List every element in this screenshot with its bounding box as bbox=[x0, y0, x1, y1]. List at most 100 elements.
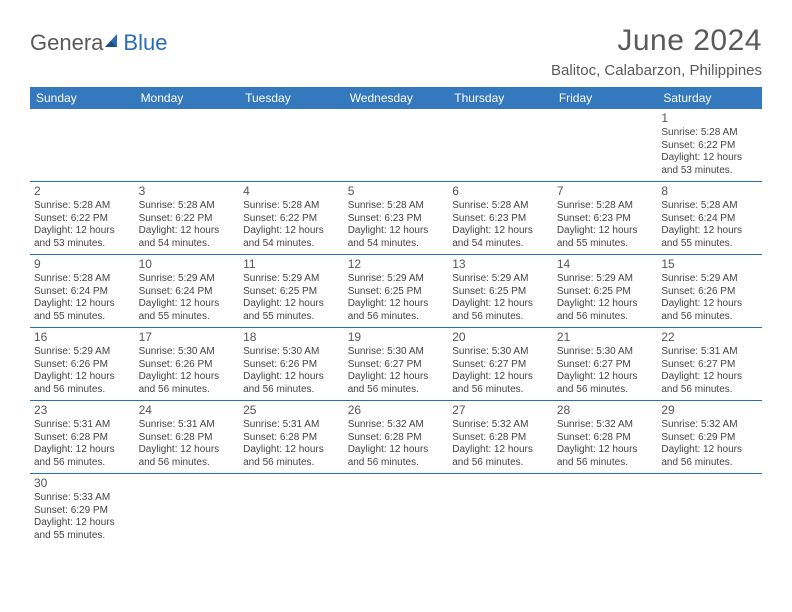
day-number: 23 bbox=[34, 403, 131, 418]
calendar-week-row: 1Sunrise: 5:28 AMSunset: 6:22 PMDaylight… bbox=[30, 109, 762, 182]
sunrise-text: Sunrise: 5:33 AM bbox=[34, 492, 131, 505]
sunset-text: Sunset: 6:28 PM bbox=[34, 432, 131, 445]
weekday-header: Tuesday bbox=[239, 87, 344, 109]
sunset-text: Sunset: 6:27 PM bbox=[661, 359, 758, 372]
title-block: June 2024 Balitoc, Calabarzon, Philippin… bbox=[551, 24, 762, 79]
weekday-header: Monday bbox=[135, 87, 240, 109]
daylight-text: Daylight: 12 hours and 56 minutes. bbox=[348, 371, 445, 396]
daylight-text: Daylight: 12 hours and 56 minutes. bbox=[557, 298, 654, 323]
sunset-text: Sunset: 6:24 PM bbox=[139, 286, 236, 299]
sunrise-text: Sunrise: 5:31 AM bbox=[661, 346, 758, 359]
daylight-text: Daylight: 12 hours and 56 minutes. bbox=[661, 371, 758, 396]
calendar-week-row: 16Sunrise: 5:29 AMSunset: 6:26 PMDayligh… bbox=[30, 328, 762, 401]
day-number: 8 bbox=[661, 184, 758, 199]
day-number: 9 bbox=[34, 257, 131, 272]
sunrise-text: Sunrise: 5:28 AM bbox=[661, 200, 758, 213]
daylight-text: Daylight: 12 hours and 53 minutes. bbox=[34, 225, 131, 250]
logo-text-part2: Blue bbox=[123, 30, 167, 56]
sunrise-text: Sunrise: 5:30 AM bbox=[452, 346, 549, 359]
calendar-day-cell: 15Sunrise: 5:29 AMSunset: 6:26 PMDayligh… bbox=[657, 255, 762, 328]
day-number: 6 bbox=[452, 184, 549, 199]
sunset-text: Sunset: 6:28 PM bbox=[139, 432, 236, 445]
day-number: 11 bbox=[243, 257, 340, 272]
sunrise-text: Sunrise: 5:31 AM bbox=[243, 419, 340, 432]
daylight-text: Daylight: 12 hours and 56 minutes. bbox=[661, 298, 758, 323]
sunset-text: Sunset: 6:22 PM bbox=[243, 213, 340, 226]
weekday-header: Sunday bbox=[30, 87, 135, 109]
day-number: 1 bbox=[661, 111, 758, 126]
calendar-week-row: 9Sunrise: 5:28 AMSunset: 6:24 PMDaylight… bbox=[30, 255, 762, 328]
day-number: 13 bbox=[452, 257, 549, 272]
sunset-text: Sunset: 6:24 PM bbox=[661, 213, 758, 226]
daylight-text: Daylight: 12 hours and 56 minutes. bbox=[348, 298, 445, 323]
sunrise-text: Sunrise: 5:28 AM bbox=[348, 200, 445, 213]
calendar-day-cell: 23Sunrise: 5:31 AMSunset: 6:28 PMDayligh… bbox=[30, 401, 135, 474]
calendar-empty-cell bbox=[553, 109, 658, 182]
logo-sail-icon bbox=[103, 31, 123, 56]
sunset-text: Sunset: 6:25 PM bbox=[452, 286, 549, 299]
calendar-table: SundayMondayTuesdayWednesdayThursdayFrid… bbox=[30, 87, 762, 546]
sunset-text: Sunset: 6:22 PM bbox=[661, 140, 758, 153]
sunrise-text: Sunrise: 5:32 AM bbox=[557, 419, 654, 432]
calendar-empty-cell bbox=[239, 109, 344, 182]
calendar-day-cell: 5Sunrise: 5:28 AMSunset: 6:23 PMDaylight… bbox=[344, 182, 449, 255]
sunrise-text: Sunrise: 5:29 AM bbox=[243, 273, 340, 286]
calendar-day-cell: 20Sunrise: 5:30 AMSunset: 6:27 PMDayligh… bbox=[448, 328, 553, 401]
calendar-day-cell: 19Sunrise: 5:30 AMSunset: 6:27 PMDayligh… bbox=[344, 328, 449, 401]
sunset-text: Sunset: 6:28 PM bbox=[243, 432, 340, 445]
location-text: Balitoc, Calabarzon, Philippines bbox=[551, 62, 762, 79]
sunset-text: Sunset: 6:23 PM bbox=[452, 213, 549, 226]
calendar-day-cell: 6Sunrise: 5:28 AMSunset: 6:23 PMDaylight… bbox=[448, 182, 553, 255]
calendar-day-cell: 30Sunrise: 5:33 AMSunset: 6:29 PMDayligh… bbox=[30, 474, 135, 547]
day-number: 26 bbox=[348, 403, 445, 418]
calendar-day-cell: 12Sunrise: 5:29 AMSunset: 6:25 PMDayligh… bbox=[344, 255, 449, 328]
day-number: 29 bbox=[661, 403, 758, 418]
sunset-text: Sunset: 6:26 PM bbox=[139, 359, 236, 372]
day-number: 28 bbox=[557, 403, 654, 418]
calendar-day-cell: 18Sunrise: 5:30 AMSunset: 6:26 PMDayligh… bbox=[239, 328, 344, 401]
calendar-header-row: SundayMondayTuesdayWednesdayThursdayFrid… bbox=[30, 87, 762, 109]
calendar-body: 1Sunrise: 5:28 AMSunset: 6:22 PMDaylight… bbox=[30, 109, 762, 546]
daylight-text: Daylight: 12 hours and 54 minutes. bbox=[452, 225, 549, 250]
sunset-text: Sunset: 6:28 PM bbox=[348, 432, 445, 445]
sunset-text: Sunset: 6:25 PM bbox=[348, 286, 445, 299]
daylight-text: Daylight: 12 hours and 56 minutes. bbox=[452, 444, 549, 469]
sunset-text: Sunset: 6:24 PM bbox=[34, 286, 131, 299]
sunrise-text: Sunrise: 5:29 AM bbox=[452, 273, 549, 286]
sunrise-text: Sunrise: 5:30 AM bbox=[557, 346, 654, 359]
sunset-text: Sunset: 6:27 PM bbox=[452, 359, 549, 372]
sunrise-text: Sunrise: 5:28 AM bbox=[139, 200, 236, 213]
daylight-text: Daylight: 12 hours and 54 minutes. bbox=[243, 225, 340, 250]
calendar-empty-cell bbox=[448, 474, 553, 547]
day-number: 19 bbox=[348, 330, 445, 345]
day-number: 10 bbox=[139, 257, 236, 272]
day-number: 7 bbox=[557, 184, 654, 199]
daylight-text: Daylight: 12 hours and 56 minutes. bbox=[452, 298, 549, 323]
daylight-text: Daylight: 12 hours and 56 minutes. bbox=[139, 371, 236, 396]
sunrise-text: Sunrise: 5:28 AM bbox=[557, 200, 654, 213]
sunset-text: Sunset: 6:27 PM bbox=[557, 359, 654, 372]
calendar-empty-cell bbox=[344, 109, 449, 182]
calendar-day-cell: 26Sunrise: 5:32 AMSunset: 6:28 PMDayligh… bbox=[344, 401, 449, 474]
calendar-week-row: 30Sunrise: 5:33 AMSunset: 6:29 PMDayligh… bbox=[30, 474, 762, 547]
daylight-text: Daylight: 12 hours and 56 minutes. bbox=[557, 371, 654, 396]
sunrise-text: Sunrise: 5:29 AM bbox=[557, 273, 654, 286]
sunrise-text: Sunrise: 5:30 AM bbox=[139, 346, 236, 359]
sunrise-text: Sunrise: 5:30 AM bbox=[243, 346, 340, 359]
sunrise-text: Sunrise: 5:28 AM bbox=[452, 200, 549, 213]
calendar-empty-cell bbox=[135, 474, 240, 547]
weekday-header: Friday bbox=[553, 87, 658, 109]
calendar-day-cell: 28Sunrise: 5:32 AMSunset: 6:28 PMDayligh… bbox=[553, 401, 658, 474]
weekday-header: Saturday bbox=[657, 87, 762, 109]
day-number: 4 bbox=[243, 184, 340, 199]
sunrise-text: Sunrise: 5:28 AM bbox=[34, 200, 131, 213]
daylight-text: Daylight: 12 hours and 56 minutes. bbox=[34, 371, 131, 396]
sunrise-text: Sunrise: 5:32 AM bbox=[661, 419, 758, 432]
sunset-text: Sunset: 6:25 PM bbox=[243, 286, 340, 299]
sunset-text: Sunset: 6:25 PM bbox=[557, 286, 654, 299]
sunrise-text: Sunrise: 5:31 AM bbox=[139, 419, 236, 432]
day-number: 15 bbox=[661, 257, 758, 272]
day-number: 24 bbox=[139, 403, 236, 418]
sunrise-text: Sunrise: 5:31 AM bbox=[34, 419, 131, 432]
sunrise-text: Sunrise: 5:28 AM bbox=[243, 200, 340, 213]
